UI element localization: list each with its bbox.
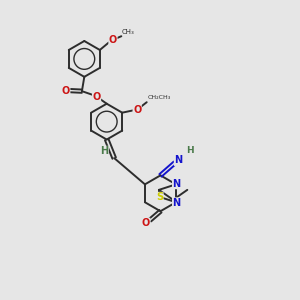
Text: O: O [142,218,150,228]
Text: O: O [133,105,141,115]
Text: H: H [100,146,108,156]
Text: N: N [172,198,181,208]
Text: O: O [109,35,117,45]
Text: H: H [186,146,194,155]
Text: CH₃: CH₃ [122,29,135,35]
Text: CH₂CH₃: CH₂CH₃ [148,95,171,101]
Text: O: O [62,85,70,96]
Text: N: N [172,179,181,189]
Text: S: S [156,192,163,202]
Text: N: N [174,155,182,166]
Text: O: O [92,92,101,101]
